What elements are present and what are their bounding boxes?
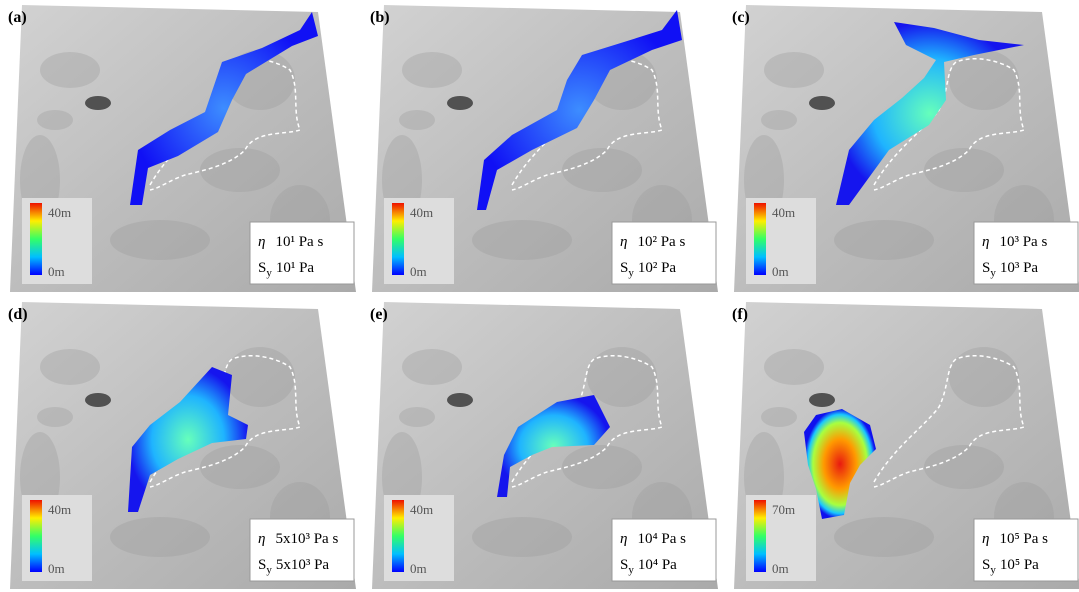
yield-subscript: y	[266, 267, 272, 279]
colorbar-max: 40m	[48, 205, 71, 220]
terrain-relief	[399, 407, 435, 427]
eta-symbol: η	[258, 234, 265, 250]
colorbar-max: 40m	[772, 205, 795, 220]
crater	[85, 393, 111, 407]
yield-subscript: y	[266, 564, 272, 576]
terrain-relief	[949, 347, 1019, 407]
panel: (f) 70m 0m η 10⁵ Pa s Sy 10⁵ Pa	[732, 302, 1079, 589]
terrain-relief	[200, 148, 280, 192]
terrain-relief	[587, 347, 657, 407]
colorbar	[754, 203, 766, 275]
yield-stress: 10³ Pa	[1000, 260, 1039, 276]
crater	[447, 96, 473, 110]
yield-subscript: y	[990, 267, 996, 279]
viscosity: 5x10³ Pa s	[275, 531, 338, 547]
terrain-relief	[225, 347, 295, 407]
terrain-relief	[834, 517, 934, 557]
eta-symbol: η	[620, 531, 627, 547]
yield-symbol: S	[258, 557, 266, 573]
yield-symbol: S	[258, 260, 266, 276]
panel: (d) 40m 0m η 5x10³ Pa s Sy 5x10³ Pa	[8, 302, 356, 589]
yield-symbol: S	[620, 557, 628, 573]
terrain-relief	[924, 445, 1004, 489]
yield-symbol: S	[620, 260, 628, 276]
terrain-relief	[110, 517, 210, 557]
terrain-relief	[924, 148, 1004, 192]
terrain-relief	[562, 148, 642, 192]
colorbar	[392, 203, 404, 275]
panel-label: (e)	[370, 306, 388, 323]
terrain-relief	[562, 445, 642, 489]
panel-label: (c)	[732, 9, 750, 26]
colorbar-max: 40m	[48, 502, 71, 517]
yield-stress: 5x10³ Pa	[276, 557, 330, 573]
colorbar-max: 40m	[410, 502, 433, 517]
terrain-relief	[399, 110, 435, 130]
viscosity: 10¹ Pa s	[275, 234, 323, 250]
figure: (a) 40m 0m η 10¹ Pa s Sy 10¹ Pa (b) 40m 0m η 10² Pa…	[0, 0, 1079, 592]
panel-label: (a)	[8, 9, 27, 26]
eta-symbol: η	[258, 531, 265, 547]
colorbar-min: 0m	[772, 264, 789, 279]
terrain-relief	[761, 407, 797, 427]
panel-label: (b)	[370, 9, 390, 26]
colorbar	[30, 500, 42, 572]
terrain-relief	[834, 220, 934, 260]
yield-subscript: y	[628, 267, 634, 279]
yield-subscript: y	[990, 564, 996, 576]
terrain-relief	[110, 220, 210, 260]
crater	[809, 96, 835, 110]
panel: (e) 40m 0m η 10⁴ Pa s Sy 10⁴ Pa	[370, 302, 718, 589]
panel: (c) 40m 0m η 10³ Pa s Sy 10³ Pa	[732, 5, 1079, 292]
colorbar-min: 0m	[48, 561, 65, 576]
terrain-relief	[472, 220, 572, 260]
crater	[809, 393, 835, 407]
colorbar	[392, 500, 404, 572]
eta-symbol: η	[982, 531, 989, 547]
panel: (a) 40m 0m η 10¹ Pa s Sy 10¹ Pa	[8, 5, 356, 292]
panel-label: (f)	[732, 306, 748, 323]
terrain-relief	[949, 50, 1019, 110]
colorbar	[30, 203, 42, 275]
yield-stress: 10⁵ Pa	[1000, 557, 1039, 573]
terrain-relief	[37, 407, 73, 427]
crater	[447, 393, 473, 407]
terrain-relief	[37, 110, 73, 130]
yield-stress: 10¹ Pa	[276, 260, 315, 276]
yield-stress: 10² Pa	[638, 260, 677, 276]
colorbar-min: 0m	[410, 561, 427, 576]
viscosity: 10⁵ Pa s	[999, 531, 1048, 547]
terrain-relief	[40, 349, 100, 385]
viscosity: 10² Pa s	[637, 234, 685, 250]
terrain-relief	[402, 349, 462, 385]
viscosity: 10⁴ Pa s	[637, 531, 686, 547]
colorbar-min: 0m	[410, 264, 427, 279]
yield-subscript: y	[628, 564, 634, 576]
yield-symbol: S	[982, 260, 990, 276]
crater	[85, 96, 111, 110]
yield-symbol: S	[982, 557, 990, 573]
viscosity: 10³ Pa s	[999, 234, 1047, 250]
terrain-relief	[761, 110, 797, 130]
terrain-relief	[200, 445, 280, 489]
colorbar	[754, 500, 766, 572]
panel-label: (d)	[8, 306, 28, 323]
eta-symbol: η	[620, 234, 627, 250]
panel: (b) 40m 0m η 10² Pa s Sy 10² Pa	[370, 5, 718, 292]
eta-symbol: η	[982, 234, 989, 250]
colorbar-max: 40m	[410, 205, 433, 220]
colorbar-min: 0m	[48, 264, 65, 279]
terrain-relief	[472, 517, 572, 557]
terrain-relief	[764, 349, 824, 385]
colorbar-max: 70m	[772, 502, 795, 517]
terrain-relief	[764, 52, 824, 88]
terrain-relief	[402, 52, 462, 88]
terrain-relief	[40, 52, 100, 88]
colorbar-min: 0m	[772, 561, 789, 576]
yield-stress: 10⁴ Pa	[638, 557, 677, 573]
